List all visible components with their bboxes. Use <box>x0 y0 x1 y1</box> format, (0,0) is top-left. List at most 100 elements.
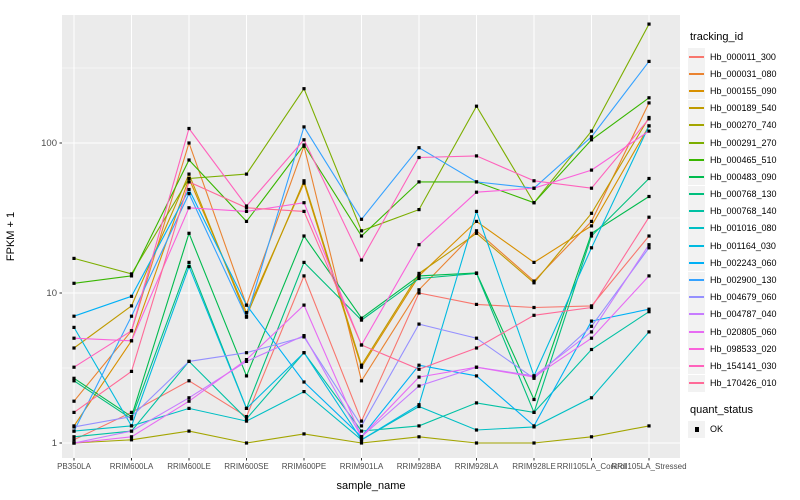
data-point-marker <box>359 379 364 383</box>
legend-item-label: Hb_000483_090 <box>710 171 777 182</box>
legend-item-label: Hb_000768_140 <box>710 206 777 217</box>
legend-item-label: Hb_002900_130 <box>710 275 777 286</box>
legend-key-color-line <box>689 364 704 367</box>
data-point-marker <box>187 359 191 363</box>
data-point-marker <box>187 396 191 400</box>
data-point-marker <box>647 96 651 100</box>
legend-key-line-icon <box>688 305 705 323</box>
data-point-marker <box>187 192 191 196</box>
x-tick-label: RRIM928BA <box>397 462 442 471</box>
legend-item-label: Hb_001016_080 <box>710 223 777 234</box>
data-point-marker <box>589 330 594 334</box>
legend-item-label: Hb_000189_540 <box>710 103 777 114</box>
data-point-marker <box>417 208 421 212</box>
data-point-marker <box>244 209 249 213</box>
data-point-marker <box>302 87 306 91</box>
data-point-marker <box>129 417 134 421</box>
data-point-marker <box>187 406 191 410</box>
data-point-marker <box>589 347 594 352</box>
legend-item-label: Hb_000155_090 <box>710 85 777 96</box>
data-point-marker <box>474 209 479 213</box>
data-point-marker <box>417 271 421 275</box>
legend-key-line-icon <box>688 374 705 392</box>
data-point-marker <box>359 229 364 233</box>
data-point-marker <box>187 399 191 403</box>
data-point-marker <box>359 429 364 433</box>
data-point-marker <box>129 424 134 428</box>
legend-item-Hb_000768_130: Hb_000768_130 <box>688 185 798 203</box>
x-tick-label: RRII105LA_Stressed <box>611 462 686 471</box>
legend-item-Hb_004787_040: Hb_004787_040 <box>688 305 798 323</box>
data-point-marker <box>72 346 76 350</box>
data-point-marker <box>647 215 651 219</box>
legend-quant-status-block: quant_status OK <box>688 404 798 438</box>
legend-title-tracking-id: tracking_id <box>690 31 744 43</box>
data-point-marker <box>129 314 134 318</box>
legend-item-Hb_001016_080: Hb_001016_080 <box>688 219 798 237</box>
data-point-marker <box>532 279 536 283</box>
legend-key-color-line <box>689 313 704 316</box>
data-point-marker <box>244 359 249 363</box>
data-points <box>72 22 651 445</box>
data-point-marker <box>359 258 364 262</box>
data-point-marker <box>589 324 594 328</box>
data-point-marker <box>647 101 651 105</box>
data-point-marker <box>129 304 134 308</box>
data-point-marker <box>474 336 479 340</box>
data-point-marker <box>474 365 479 369</box>
data-point-marker <box>417 322 421 326</box>
legend-key-line-icon <box>688 134 705 152</box>
data-point-marker <box>589 305 594 310</box>
data-point-marker <box>589 336 594 340</box>
data-point-marker <box>589 234 594 238</box>
panel-background <box>62 15 680 458</box>
data-point-marker <box>647 117 651 121</box>
data-point-marker <box>187 429 191 433</box>
data-point-marker <box>474 302 479 306</box>
data-point-marker <box>187 206 191 210</box>
data-point-marker <box>647 307 651 311</box>
legend-item-Hb_154141_030: Hb_154141_030 <box>688 357 798 375</box>
legend-key-square-icon <box>688 420 705 438</box>
data-point-marker <box>187 126 191 131</box>
data-point-marker <box>187 172 191 176</box>
legend-key-line-icon <box>688 219 705 237</box>
data-point-marker <box>244 419 249 423</box>
legend-item-Hb_000011_300: Hb_000011_300 <box>688 48 798 66</box>
data-point-marker <box>532 397 536 402</box>
legend-item-quant-OK: OK <box>688 420 798 438</box>
data-point-marker <box>417 180 421 184</box>
legend-item-Hb_000465_510: Hb_000465_510 <box>688 151 798 169</box>
data-point-marker <box>474 229 479 233</box>
data-point-marker <box>474 231 479 235</box>
data-point-marker <box>532 281 536 285</box>
legend-item-Hb_098533_020: Hb_098533_020 <box>688 340 798 358</box>
legend-key-line-icon <box>688 65 705 83</box>
data-point-marker <box>647 234 651 238</box>
legend-item-label: Hb_154141_030 <box>710 360 777 371</box>
data-point-marker <box>417 155 421 160</box>
data-point-marker <box>72 281 76 285</box>
data-point-marker <box>244 417 249 421</box>
data-point-marker <box>417 274 421 278</box>
legend-key-color-line <box>689 347 704 350</box>
data-point-marker <box>244 204 249 208</box>
legend-key-line-icon <box>688 237 705 255</box>
data-point-marker <box>72 441 76 445</box>
data-point-marker <box>244 172 249 176</box>
legend-item-Hb_170426_010: Hb_170426_010 <box>688 374 798 392</box>
data-point-marker <box>474 180 479 184</box>
x-tick-label: RRIM600LA <box>110 462 154 471</box>
data-point-marker <box>589 231 594 235</box>
data-point-marker <box>302 143 306 147</box>
data-point-marker <box>302 201 306 205</box>
legend-quant-items: OK <box>688 420 798 438</box>
data-point-marker <box>359 365 364 369</box>
data-point-marker <box>187 158 191 162</box>
data-point-marker <box>474 190 479 194</box>
legend-key-line-icon <box>688 202 705 220</box>
data-point-marker <box>474 219 479 223</box>
data-point-marker <box>532 424 536 428</box>
data-point-marker <box>417 435 421 439</box>
data-point-marker <box>302 380 306 384</box>
